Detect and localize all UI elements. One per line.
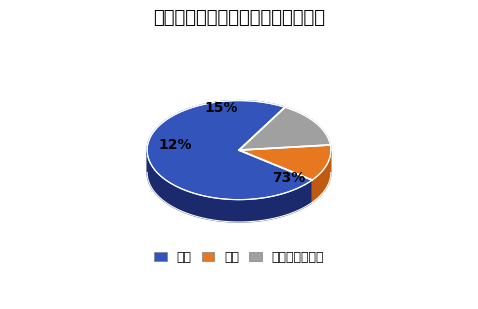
Text: 73%: 73% <box>272 171 305 185</box>
Text: 15%: 15% <box>205 101 238 115</box>
Polygon shape <box>147 101 312 200</box>
Polygon shape <box>239 107 330 150</box>
Text: タンクのエクステリアの満足度調査: タンクのエクステリアの満足度調査 <box>153 9 325 27</box>
Legend: 満足, 不満, どちらでもない: 満足, 不満, どちらでもない <box>149 246 329 269</box>
Polygon shape <box>147 150 312 222</box>
Text: 12%: 12% <box>158 138 192 152</box>
Polygon shape <box>312 150 331 202</box>
Polygon shape <box>239 145 331 180</box>
